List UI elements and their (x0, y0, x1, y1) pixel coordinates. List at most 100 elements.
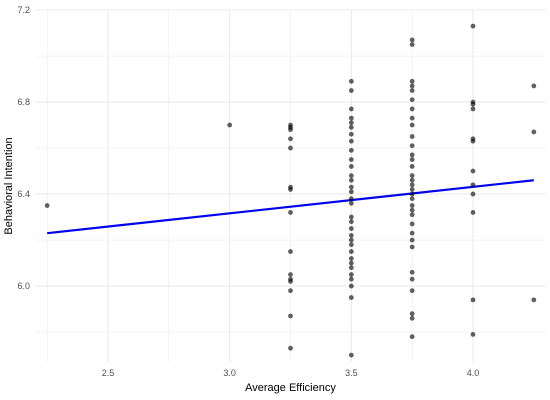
data-point (470, 106, 476, 112)
data-point (409, 196, 415, 202)
data-point (409, 37, 415, 43)
data-point (470, 138, 476, 144)
data-point (409, 276, 415, 282)
data-point (348, 138, 354, 144)
x-axis-title: Average Efficiency (245, 382, 336, 394)
data-point (288, 272, 293, 277)
data-point (470, 297, 476, 303)
data-point (348, 249, 354, 254)
data-point (409, 122, 415, 128)
data-point (409, 237, 415, 243)
data-point (348, 283, 354, 289)
data-point (348, 276, 354, 282)
data-point (409, 157, 415, 162)
data-point (288, 249, 293, 254)
data-point (348, 78, 354, 84)
data-point (288, 210, 293, 215)
y-tick-label: 7.2 (17, 5, 30, 15)
data-point (409, 164, 415, 169)
y-tick-label: 6.0 (17, 281, 30, 291)
data-point (470, 168, 476, 174)
data-point (348, 147, 354, 153)
trend-line (47, 179, 534, 235)
data-point (409, 212, 415, 218)
data-point (470, 210, 476, 215)
data-point (348, 272, 354, 277)
data-point (288, 313, 293, 319)
data-point (348, 196, 354, 202)
data-point (227, 122, 233, 128)
data-point (348, 124, 354, 130)
data-point (409, 187, 415, 192)
data-point (409, 115, 415, 121)
data-point (470, 331, 476, 337)
data-point (531, 129, 537, 135)
data-point (348, 189, 354, 195)
data-point (348, 233, 354, 238)
data-point (348, 256, 354, 261)
data-point (288, 345, 293, 351)
x-tick-label: 4.0 (467, 368, 480, 378)
data-point (409, 334, 415, 340)
data-point (288, 127, 293, 133)
data-point (531, 297, 537, 303)
data-point (44, 203, 50, 208)
data-point (348, 131, 354, 137)
data-point (409, 83, 415, 89)
data-point (409, 78, 415, 84)
y-tick-labels: 6.0 6.4 6.8 7.2 (17, 5, 30, 291)
data-point (409, 152, 415, 158)
data-point (409, 42, 415, 47)
data-point (409, 182, 415, 188)
x-tick-label: 3.5 (345, 368, 358, 378)
data-point (409, 244, 415, 250)
data-point (409, 173, 415, 179)
data-point (348, 214, 354, 220)
data-point (288, 187, 293, 192)
data-point (348, 115, 354, 121)
data-point (409, 177, 415, 183)
data-point (409, 311, 415, 317)
data-point (409, 230, 415, 236)
data-point (409, 315, 415, 321)
data-point (531, 83, 537, 89)
data-point (409, 288, 415, 294)
data-point (348, 295, 354, 300)
data-point (348, 106, 354, 112)
data-point (409, 191, 415, 197)
data-point (409, 221, 415, 227)
data-point (348, 226, 354, 231)
data-point (348, 260, 354, 266)
data-point (348, 120, 354, 126)
data-point (348, 352, 354, 358)
data-point (348, 157, 354, 162)
data-point (409, 97, 415, 103)
data-point (409, 88, 415, 93)
y-axis-title: Behavioral Intention (3, 137, 15, 234)
data-point (348, 200, 354, 206)
data-point (348, 219, 354, 225)
x-tick-label: 3.0 (223, 368, 236, 378)
data-point (470, 101, 476, 107)
data-point (348, 184, 354, 190)
data-point (409, 106, 415, 112)
y-tick-label: 6.4 (17, 189, 30, 199)
data-point (348, 173, 354, 179)
data-point (470, 23, 476, 29)
data-point (348, 242, 354, 248)
trend-line-group (47, 179, 534, 235)
data-point (348, 164, 354, 169)
data-point (288, 288, 293, 294)
data-point (348, 177, 354, 183)
data-point (348, 265, 354, 271)
data-point (470, 182, 476, 188)
data-point (409, 203, 415, 208)
data-points (44, 23, 537, 358)
data-point (288, 136, 293, 142)
data-point (409, 134, 415, 139)
data-point (409, 269, 415, 275)
data-point (409, 207, 415, 213)
data-point (348, 237, 354, 243)
data-point (470, 191, 476, 197)
